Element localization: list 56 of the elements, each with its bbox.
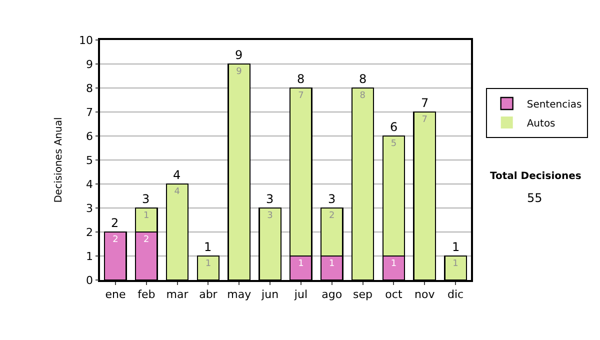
data-label: 9 <box>236 67 242 77</box>
total-label: 3 <box>328 192 336 206</box>
y-tick-label: 8 <box>86 82 94 95</box>
y-tick-label: 4 <box>86 178 94 191</box>
x-tick-label: nov <box>414 288 436 301</box>
x-tick-label: abr <box>199 288 218 301</box>
x-tick-label: ago <box>322 288 342 301</box>
data-label: 8 <box>360 91 366 101</box>
data-label: 2 <box>112 235 118 245</box>
total-label: 6 <box>390 120 398 134</box>
y-tick-label: 3 <box>86 202 94 215</box>
total-label: 1 <box>452 240 460 254</box>
x-tick-label: dic <box>447 288 464 301</box>
data-label: 4 <box>174 187 180 197</box>
y-tick-label: 6 <box>86 130 94 143</box>
total-label: 3 <box>142 192 150 206</box>
data-label: 2 <box>329 211 335 221</box>
y-tick-label: 1 <box>86 250 94 263</box>
total-label: 1 <box>204 240 212 254</box>
total-label: 9 <box>235 48 243 62</box>
data-label: 1 <box>329 259 335 269</box>
data-label: 7 <box>298 91 304 101</box>
total-label: 4 <box>173 168 181 182</box>
text: Total Decisiones <box>490 171 582 182</box>
x-tick-label: jul <box>293 288 308 301</box>
total-label: 3 <box>266 192 274 206</box>
x-tick-label: jun <box>260 288 279 301</box>
total-label: 7 <box>421 96 429 110</box>
total-label: 2 <box>111 216 119 230</box>
y-tick-label: 9 <box>86 58 94 71</box>
x-tick-label: mar <box>166 288 189 301</box>
x-tick-label: may <box>227 288 252 301</box>
x-tick-label: sep <box>353 288 373 301</box>
legend-label: Sentencias <box>526 99 582 110</box>
y-tick-label: 0 <box>86 274 94 287</box>
data-label: 1 <box>390 259 397 269</box>
data-label: 1 <box>144 211 150 221</box>
x-tick-label: feb <box>138 288 156 301</box>
data-label: 1 <box>205 259 212 269</box>
total-label: 8 <box>297 72 305 86</box>
data-label: 7 <box>422 115 428 125</box>
legend-label: Autos <box>526 118 556 130</box>
y-tick-label: 2 <box>86 226 94 239</box>
data-label: 1 <box>298 259 304 269</box>
y-axis-title: Decisiones Anual <box>54 117 65 203</box>
x-tick-label: ene <box>105 288 126 301</box>
data-label: 2 <box>144 235 150 245</box>
y-tick-label: 5 <box>86 154 94 167</box>
data-label: 5 <box>390 139 397 149</box>
data-label: 3 <box>267 211 273 221</box>
total-label: 8 <box>359 72 367 86</box>
data-label: 1 <box>452 259 458 269</box>
y-tick-label: 7 <box>86 106 94 119</box>
text: 55 <box>527 191 542 205</box>
y-tick-label: 10 <box>79 34 94 47</box>
x-tick-label: oct <box>385 288 403 301</box>
